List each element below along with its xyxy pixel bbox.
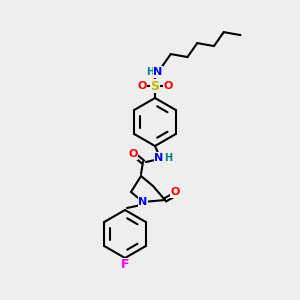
Text: H: H bbox=[164, 153, 172, 163]
Text: N: N bbox=[154, 153, 164, 163]
Text: H: H bbox=[146, 67, 154, 77]
Text: O: O bbox=[137, 81, 147, 91]
Text: F: F bbox=[121, 259, 129, 272]
Text: O: O bbox=[170, 187, 180, 197]
Text: O: O bbox=[163, 81, 173, 91]
Text: N: N bbox=[138, 197, 148, 207]
Text: O: O bbox=[128, 149, 138, 159]
Text: S: S bbox=[151, 80, 160, 92]
Text: N: N bbox=[153, 67, 163, 77]
